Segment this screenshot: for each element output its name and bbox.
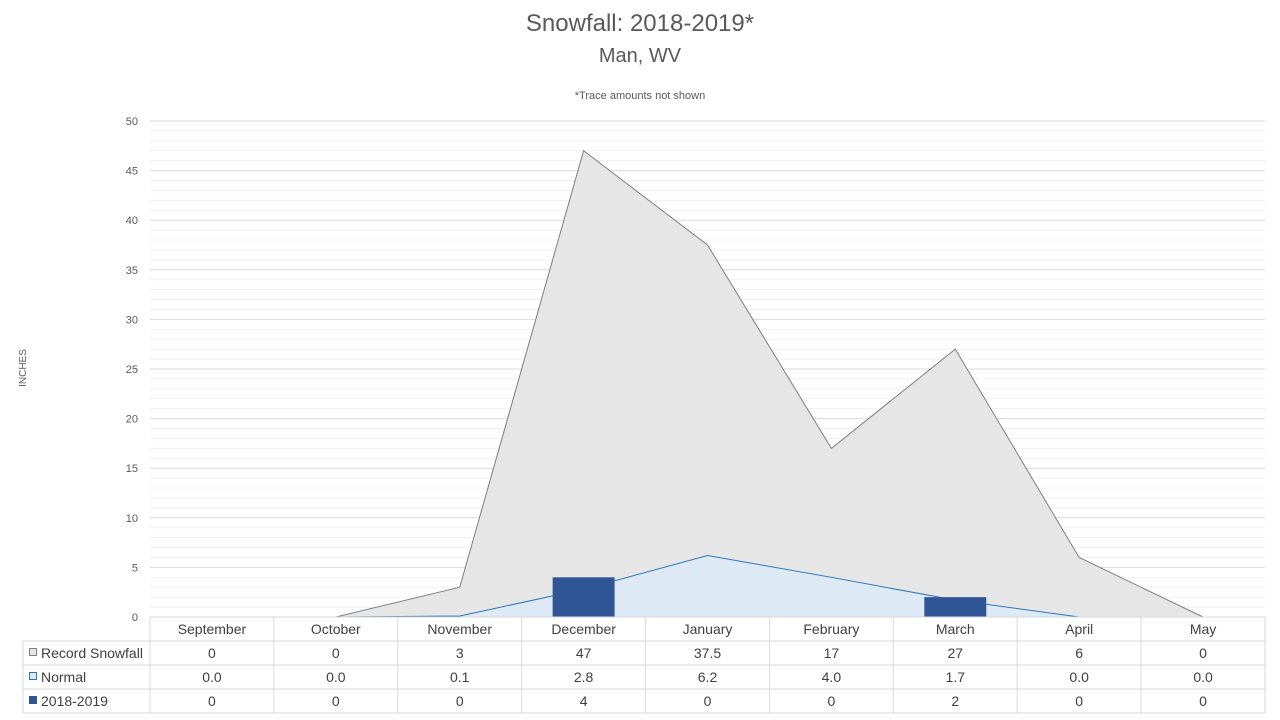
data-label: 0 bbox=[1199, 645, 1207, 661]
legend-entry-record-snowfall: Record Snowfall bbox=[41, 645, 143, 661]
y-tick-label: 5 bbox=[132, 562, 138, 574]
legend-entry-2018-2019: 2018-2019 bbox=[41, 693, 108, 709]
x-tick-label: March bbox=[936, 621, 975, 637]
x-tick-label: January bbox=[683, 621, 733, 637]
record-snowfall-area bbox=[211, 150, 1204, 617]
x-tick-label: February bbox=[803, 621, 859, 637]
data-label: 47 bbox=[576, 645, 592, 661]
x-tick-label: May bbox=[1190, 621, 1216, 637]
y-tick-label: 0 bbox=[132, 612, 138, 624]
y-tick-label: 25 bbox=[126, 364, 138, 376]
legend-swatch-normal bbox=[29, 672, 37, 680]
bar-2018-2019 bbox=[924, 597, 987, 617]
chart-title: Snowfall: 2018-2019* bbox=[525, 10, 755, 37]
data-label: 3 bbox=[456, 645, 464, 661]
data-label: 6 bbox=[1075, 645, 1083, 661]
data-label: 0 bbox=[332, 645, 340, 661]
x-tick-label: October bbox=[311, 621, 361, 637]
x-tick-label: April bbox=[1065, 621, 1093, 637]
x-tick-label: November bbox=[427, 621, 492, 637]
y-tick-label: 30 bbox=[126, 314, 138, 326]
y-tick-label: 15 bbox=[126, 463, 138, 475]
chart-subtitle: Man, WV bbox=[598, 45, 682, 67]
y-tick-label: 10 bbox=[126, 513, 138, 525]
legend-swatch-2018-2019 bbox=[29, 696, 37, 704]
data-label: 4.0 bbox=[822, 669, 842, 685]
chart-note: *Trace amounts not shown bbox=[574, 90, 706, 102]
data-label: 0 bbox=[208, 645, 216, 661]
data-label: 37.5 bbox=[694, 645, 721, 661]
data-label: 2 bbox=[951, 693, 959, 709]
data-label: 0.0 bbox=[1069, 669, 1089, 685]
data-label: 6.2 bbox=[698, 669, 718, 685]
data-label: 1.7 bbox=[946, 669, 966, 685]
y-tick-label: 35 bbox=[126, 265, 138, 277]
data-label: 2.8 bbox=[574, 669, 594, 685]
data-label: 17 bbox=[824, 645, 840, 661]
bar-2018-2019 bbox=[552, 577, 615, 617]
data-label: 0.0 bbox=[1193, 669, 1213, 685]
data-label: 0 bbox=[1075, 693, 1083, 709]
legend-swatch-record-snowfall bbox=[29, 648, 37, 656]
data-label: 0.0 bbox=[202, 669, 222, 685]
y-tick-label: 40 bbox=[126, 215, 138, 227]
y-tick-label: 20 bbox=[126, 414, 138, 426]
y-tick-label: 50 bbox=[126, 116, 138, 128]
data-label: 0 bbox=[208, 693, 216, 709]
data-label: 0 bbox=[827, 693, 835, 709]
data-label: 0 bbox=[332, 693, 340, 709]
data-label: 4 bbox=[580, 693, 588, 709]
x-tick-label: September bbox=[178, 621, 247, 637]
data-label: 0.1 bbox=[450, 669, 470, 685]
data-label: 0 bbox=[456, 693, 464, 709]
data-label: 0 bbox=[1199, 693, 1207, 709]
data-table bbox=[22, 616, 1266, 714]
data-label: 0 bbox=[704, 693, 712, 709]
data-label: 27 bbox=[947, 645, 963, 661]
y-tick-label: 45 bbox=[126, 166, 138, 178]
legend-entry-normal: Normal bbox=[41, 669, 86, 685]
x-tick-label: December bbox=[551, 621, 616, 637]
data-label: 0.0 bbox=[326, 669, 346, 685]
